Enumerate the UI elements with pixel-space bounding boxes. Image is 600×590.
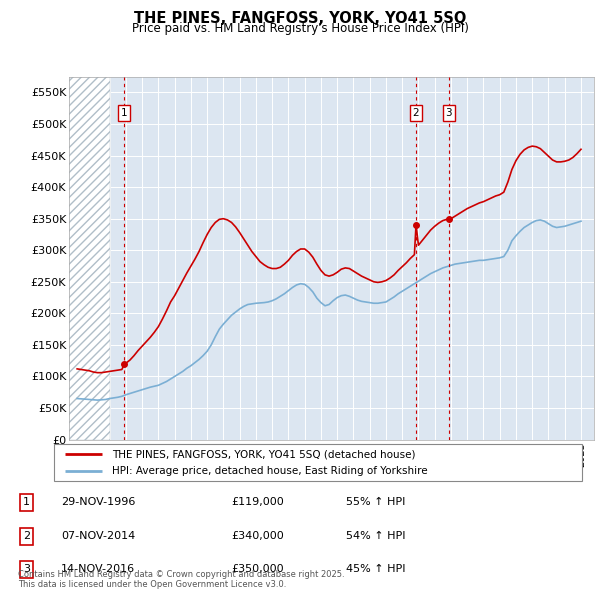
Text: 29-NOV-1996: 29-NOV-1996 [61,497,136,507]
FancyBboxPatch shape [54,444,582,481]
Text: 55% ↑ HPI: 55% ↑ HPI [346,497,406,507]
Text: 54% ↑ HPI: 54% ↑ HPI [346,532,406,542]
Text: 07-NOV-2014: 07-NOV-2014 [61,532,135,542]
Text: 2: 2 [23,532,30,542]
Text: 45% ↑ HPI: 45% ↑ HPI [346,565,406,575]
Text: £340,000: £340,000 [231,532,284,542]
Bar [69,77,110,440]
Text: 3: 3 [23,565,30,575]
Text: Price paid vs. HM Land Registry's House Price Index (HPI): Price paid vs. HM Land Registry's House … [131,22,469,35]
Text: £350,000: £350,000 [231,565,284,575]
Text: 1: 1 [23,497,30,507]
Text: 1: 1 [121,108,128,118]
Text: Contains HM Land Registry data © Crown copyright and database right 2025.
This d: Contains HM Land Registry data © Crown c… [18,570,344,589]
Text: HPI: Average price, detached house, East Riding of Yorkshire: HPI: Average price, detached house, East… [112,466,428,476]
Text: 14-NOV-2016: 14-NOV-2016 [61,565,135,575]
Text: £119,000: £119,000 [231,497,284,507]
Text: THE PINES, FANGFOSS, YORK, YO41 5SQ (detached house): THE PINES, FANGFOSS, YORK, YO41 5SQ (det… [112,449,416,459]
Text: 3: 3 [446,108,452,118]
Text: 2: 2 [413,108,419,118]
Text: THE PINES, FANGFOSS, YORK, YO41 5SQ: THE PINES, FANGFOSS, YORK, YO41 5SQ [134,11,466,25]
